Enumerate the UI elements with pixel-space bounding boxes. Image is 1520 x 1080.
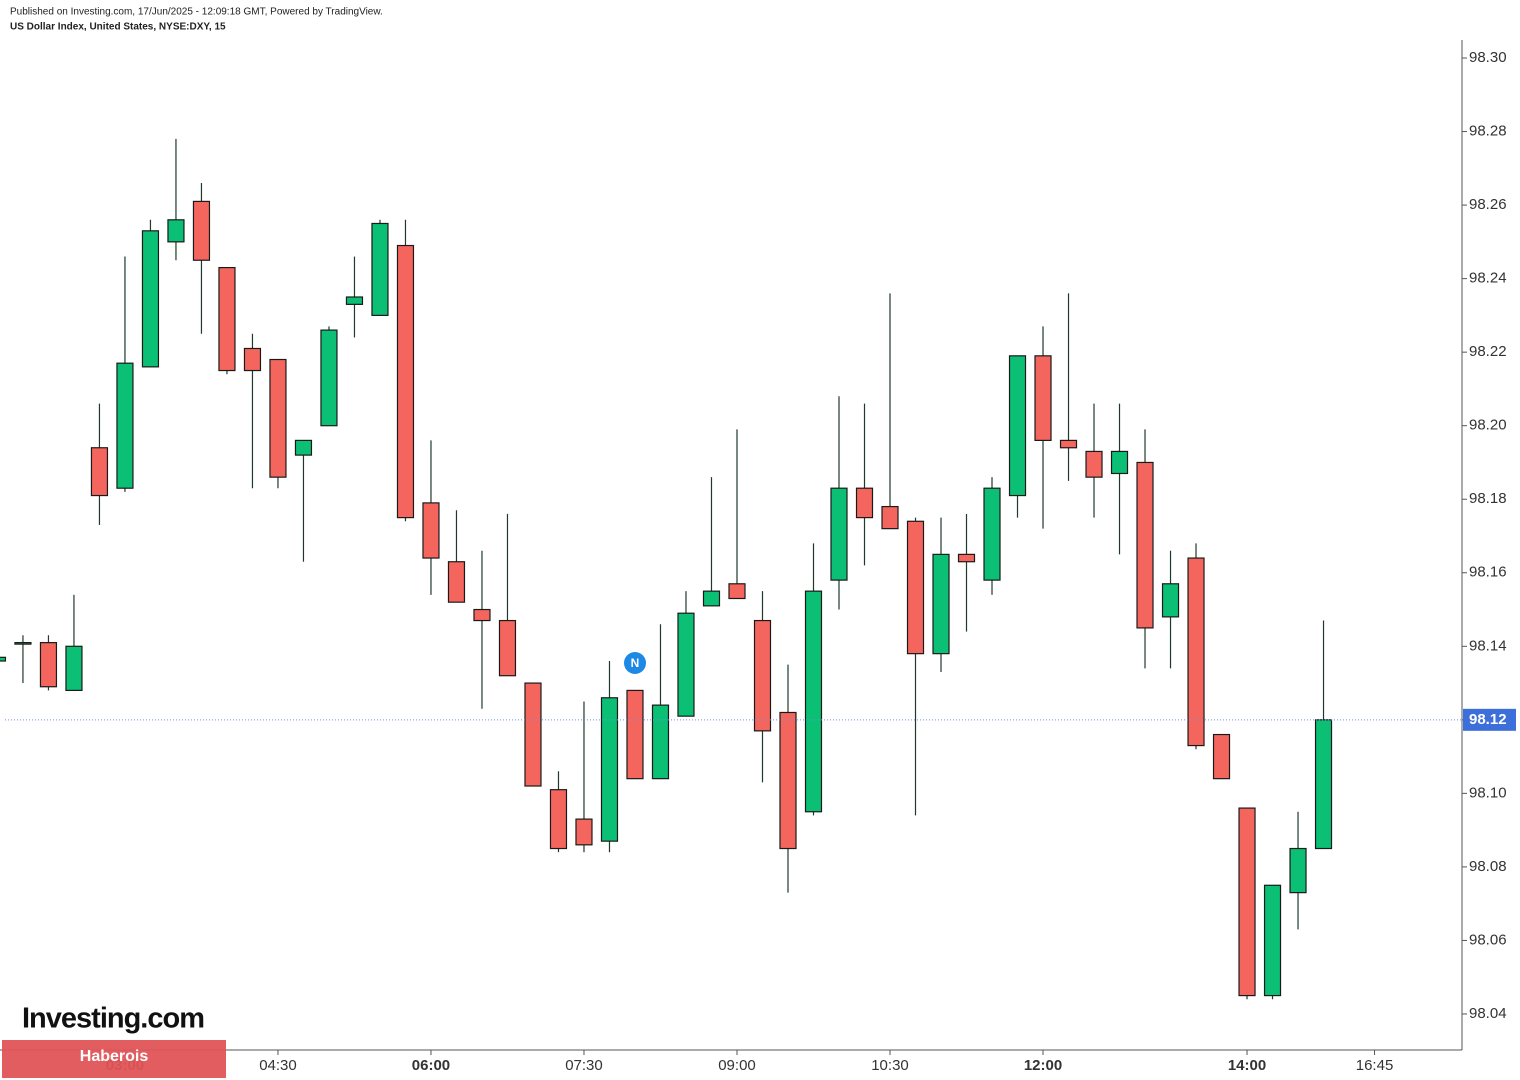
- event-marker-label: N: [631, 656, 640, 670]
- y-tick-label: 98.20: [1469, 417, 1507, 434]
- down-candle-body: [881, 505, 899, 530]
- y-tick-label: 98.28: [1469, 123, 1507, 140]
- y-tick-label: 98.18: [1469, 490, 1507, 507]
- x-tick-label: 07:30: [565, 1057, 603, 1074]
- banner-text: Haberois: [80, 1048, 149, 1065]
- down-candle-body: [218, 266, 236, 372]
- up-candle-body: [677, 612, 695, 717]
- y-tick-label: 98.10: [1469, 784, 1507, 801]
- up-candle-body: [983, 487, 1001, 581]
- down-candle-body: [269, 358, 287, 478]
- watermark: Investing.com: [22, 1003, 204, 1035]
- down-candle-body: [1034, 355, 1052, 441]
- up-candle-body: [294, 439, 313, 456]
- up-candle-body: [651, 704, 670, 780]
- down-candle-body: [1238, 807, 1256, 997]
- down-candle-body: [753, 619, 772, 732]
- y-tick-label: 98.22: [1469, 343, 1507, 360]
- down-candle-body: [396, 244, 415, 519]
- y-tick-label: 98.26: [1469, 196, 1507, 213]
- down-candle-body: [728, 583, 746, 600]
- up-candle-body: [1008, 355, 1027, 497]
- down-candle-body: [39, 642, 58, 688]
- down-candle-body: [243, 347, 262, 372]
- x-tick-label: 09:00: [718, 1057, 756, 1074]
- up-candle-body: [65, 645, 83, 692]
- down-candle-body: [855, 487, 874, 519]
- down-candle-body: [626, 689, 644, 780]
- up-candle-body: [14, 642, 32, 645]
- x-tick-label: 12:00: [1024, 1057, 1062, 1074]
- x-tick-label: 10:30: [871, 1057, 909, 1074]
- x-tick-label: 04:30: [259, 1057, 297, 1074]
- x-tick-label: 06:00: [412, 1057, 450, 1074]
- up-candle-body: [1110, 450, 1129, 475]
- up-candle-body: [1263, 884, 1282, 997]
- x-tick-label: 14:00: [1228, 1057, 1266, 1074]
- last-price-label: 98.12: [1469, 711, 1507, 728]
- published-note: Published on Investing.com, 17/Jun/2025 …: [10, 7, 383, 18]
- up-candle-body: [702, 590, 721, 607]
- down-candle-body: [575, 818, 593, 846]
- up-candle-body: [371, 222, 389, 316]
- up-candle-body: [1314, 719, 1333, 850]
- y-tick-label: 98.16: [1469, 564, 1507, 581]
- y-tick-label: 98.04: [1469, 1005, 1507, 1022]
- down-candle-body: [1212, 733, 1231, 780]
- down-candle-body: [1085, 450, 1103, 478]
- down-candle-body: [192, 200, 211, 261]
- down-candle-body: [473, 608, 491, 622]
- up-candle-body: [0, 656, 7, 662]
- y-tick-label: 98.30: [1469, 49, 1507, 66]
- symbol-title: US Dollar Index, United States, NYSE:DXY…: [10, 22, 226, 33]
- up-candle-body: [1289, 847, 1307, 894]
- down-candle-body: [447, 561, 466, 603]
- down-candle-body: [498, 619, 517, 677]
- up-candle-body: [600, 697, 619, 842]
- event-marker: [624, 652, 646, 674]
- up-candle-body: [830, 487, 848, 581]
- down-candle-body: [779, 711, 797, 850]
- up-candle-body: [167, 219, 185, 243]
- y-tick-label: 98.06: [1469, 931, 1507, 948]
- down-candle-body: [1187, 557, 1205, 747]
- y-tick-label: 98.08: [1469, 858, 1507, 875]
- up-candle-body: [932, 553, 950, 655]
- down-candle-body: [524, 682, 542, 787]
- y-tick-label: 98.14: [1469, 637, 1507, 654]
- up-candle-body: [804, 590, 823, 813]
- last-price-box: [1463, 708, 1516, 731]
- y-tick-label: 98.24: [1469, 270, 1507, 287]
- down-candle-body: [957, 553, 976, 563]
- down-candle-body: [1059, 439, 1078, 449]
- up-candle-body: [345, 296, 364, 305]
- down-candle-body: [422, 502, 440, 559]
- up-candle-body: [320, 329, 338, 427]
- up-candle-body: [141, 230, 160, 368]
- down-candle-body: [906, 520, 925, 655]
- x-tick-label: 16:45: [1356, 1057, 1394, 1074]
- down-candle-body: [1136, 461, 1154, 629]
- banner: [2, 1040, 226, 1078]
- up-candle-body: [1161, 583, 1180, 618]
- down-candle-body: [90, 447, 109, 497]
- down-candle-body: [549, 789, 568, 850]
- up-candle-body: [116, 362, 134, 489]
